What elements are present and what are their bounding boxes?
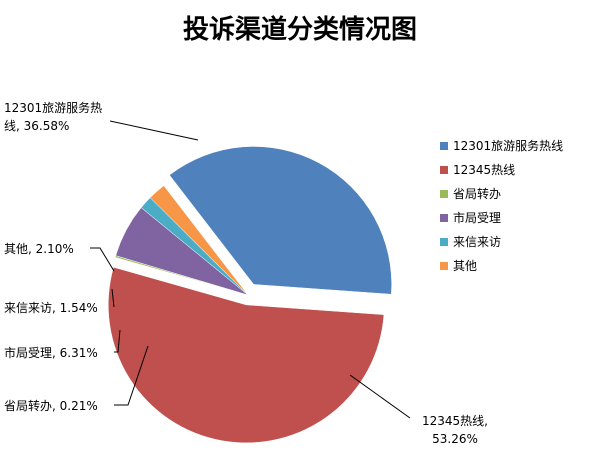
pie-slice-other (149, 185, 249, 296)
legend-label-municipal-accepted: 市局受理 (453, 210, 501, 225)
legend-swatch-municipal-accepted (440, 214, 448, 222)
legend-label-letters-visits: 来信来访 (453, 235, 501, 249)
data-label-provincial-transfer: 省局转办, 0.21% (4, 398, 98, 413)
legend-swatch-other (440, 262, 448, 270)
legend-label-provincial-transfer: 省局转办 (453, 186, 501, 201)
data-label-hotline-12345: 53.26% (432, 432, 478, 446)
data-label-other: 其他, 2.10% (4, 242, 74, 256)
data-label-hotline-12301: 12301旅游服务热 (4, 100, 102, 115)
leader-line-municipal-accepted (114, 329, 121, 353)
legend-swatch-hotline-12301 (440, 142, 448, 150)
label-leader-lines (90, 120, 411, 419)
legend-swatch-hotline-12345 (440, 166, 448, 174)
pie-slice-hotline-12301 (169, 146, 392, 295)
chart-title: 投诉渠道分类情况图 (183, 14, 417, 45)
data-label-hotline-12345: 12345热线, (422, 414, 488, 428)
pie-slice-hotline-12345 (108, 266, 385, 444)
legend-label-other: 其他 (453, 259, 477, 273)
leader-line-hotline-12301 (109, 120, 199, 141)
leader-line-provincial-transfer (114, 345, 149, 406)
leader-line-letters-visits (111, 288, 115, 308)
data-label-letters-visits: 来信来访, 1.54% (4, 301, 98, 315)
legend-label-hotline-12301: 12301旅游服务热线 (453, 138, 563, 153)
data-label-hotline-12301: 线, 36.58% (4, 119, 69, 133)
legend-label-hotline-12345: 12345热线 (453, 163, 515, 177)
data-label-municipal-accepted: 市局受理, 6.31% (4, 345, 98, 360)
data-labels: 12301旅游服务热线, 36.58% 12345热线, 53.26% 省局转办, 0… (4, 100, 488, 446)
leader-line-other (90, 247, 115, 272)
leader-line-hotline-12345 (349, 374, 411, 419)
pie-slices (108, 146, 392, 444)
legend-swatch-provincial-transfer (440, 190, 448, 198)
legend-swatch-letters-visits (440, 238, 448, 246)
